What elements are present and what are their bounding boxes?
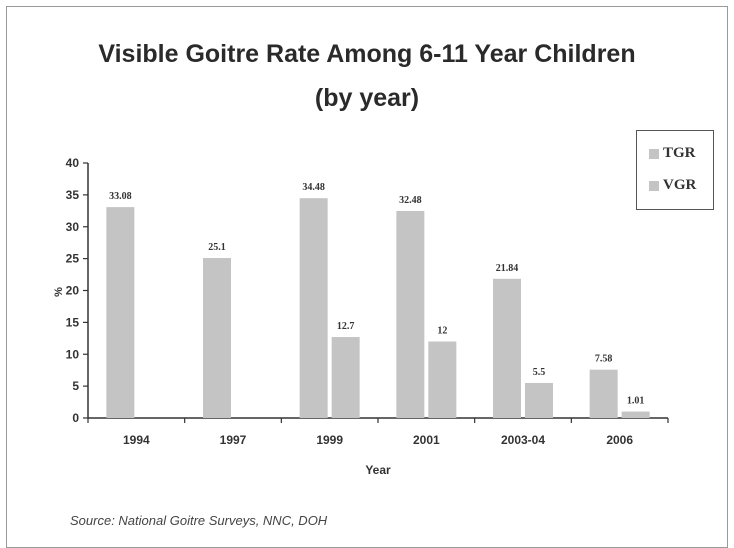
x-tick-label: 2006 <box>606 433 633 447</box>
data-label: 32.48 <box>399 195 422 206</box>
chart-labels: 33.08 25.1 34.48 32.48 21.84 7.58 12.7 12 5.5 1.0… <box>109 182 644 406</box>
y-tick-label: 20 <box>66 284 80 298</box>
x-tick-label: 1997 <box>220 433 247 447</box>
bar-chart: 0 5 10 15 20 25 30 35 40% Year 1994 1997 1999 2001 200… <box>53 156 669 477</box>
y-tick-label: 25 <box>66 252 80 266</box>
legend-swatch-vgr <box>649 180 659 191</box>
chart-legend: TGR VGR <box>636 130 714 210</box>
bar <box>106 207 135 418</box>
legend-entry-tgr: TGR <box>649 145 696 162</box>
bar <box>525 382 553 418</box>
x-axis-label: Year <box>365 463 391 477</box>
y-tick-label: 30 <box>66 220 80 234</box>
bar <box>621 411 650 418</box>
x-tick-label: 1999 <box>316 433 343 447</box>
data-label: 7.58 <box>595 354 613 365</box>
chart-subtitle: (by year) <box>314 84 420 112</box>
bar <box>331 337 360 418</box>
x-tick-label: 1994 <box>123 433 150 447</box>
bar <box>428 341 457 418</box>
chart-bars <box>106 198 650 418</box>
bar <box>493 278 521 418</box>
y-axis-label: % <box>53 287 65 297</box>
data-label: 12.7 <box>337 321 355 332</box>
legend-label-tgr: TGR <box>663 145 696 161</box>
y-tick-label: 0 <box>72 411 79 425</box>
data-label: 1.01 <box>627 396 645 407</box>
legend-label-vgr: VGR <box>663 177 697 193</box>
y-tick-label: 10 <box>66 347 80 361</box>
y-tick-label: 40 <box>66 156 80 170</box>
bar <box>203 257 231 418</box>
y-tick-label: 35 <box>66 188 80 202</box>
data-label: 5.5 <box>533 367 546 378</box>
bar <box>396 210 425 418</box>
data-label: 34.48 <box>302 182 325 193</box>
y-tick-label: 5 <box>72 379 79 393</box>
data-label: 12 <box>437 326 447 337</box>
data-label: 33.08 <box>109 191 132 202</box>
data-label: 21.84 <box>496 263 519 274</box>
legend-entry-vgr: VGR <box>649 177 696 194</box>
legend-swatch-tgr <box>649 148 659 159</box>
bar <box>589 369 618 418</box>
x-tick-label: 2003-04 <box>501 433 545 447</box>
data-label: 25.1 <box>208 242 226 253</box>
bar <box>299 198 328 418</box>
chart-axes: 0 5 10 15 20 25 30 35 40% Year 1994 1997 1999 2001 200… <box>53 156 669 477</box>
chart-title: Visible Goitre Rate Among 6-11 Year Chil… <box>98 40 636 68</box>
y-tick-label: 15 <box>66 315 80 329</box>
x-tick-label: 2001 <box>413 433 440 447</box>
source-note: Source: National Goitre Surveys, NNC, DO… <box>70 513 328 528</box>
